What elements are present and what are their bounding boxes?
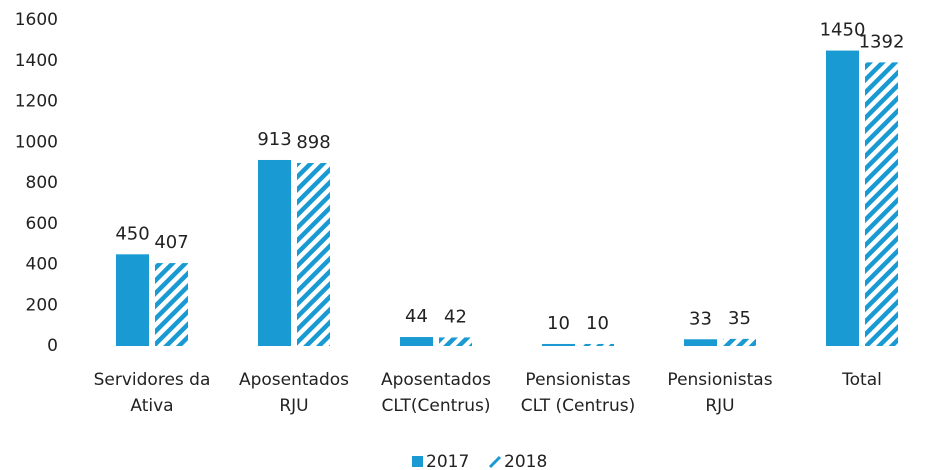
value-label: 407 [154, 232, 188, 253]
x-tick-line: RJU [705, 396, 734, 416]
bar [826, 50, 859, 346]
x-tick-line: CLT (Centrus) [521, 396, 635, 416]
legend-swatch [412, 456, 423, 467]
bar [439, 337, 472, 346]
y-tick-label: 200 [26, 295, 58, 315]
x-tick-line: Pensionistas [525, 370, 630, 390]
value-label: 44 [405, 306, 428, 327]
x-tick-line: RJU [279, 396, 308, 416]
value-label: 10 [547, 313, 570, 334]
y-tick-label: 1400 [15, 51, 58, 71]
x-tick-line: Aposentados [381, 370, 491, 390]
value-label: 10 [586, 313, 609, 334]
x-tick-line: Aposentados [239, 370, 349, 390]
bar [723, 338, 756, 346]
y-tick-label: 1600 [15, 10, 58, 30]
x-tick-label: Servidores da Ativa [94, 370, 211, 416]
x-tick-label: Pensionistas RJU [667, 370, 772, 416]
x-tick-label: Total [841, 370, 882, 390]
bar [116, 254, 149, 346]
bar [155, 263, 188, 346]
x-tick-label: Aposentados RJU [239, 370, 349, 416]
legend-label: 2018 [504, 452, 547, 470]
x-tick-line: Servidores da [94, 370, 211, 390]
bar [297, 163, 330, 346]
y-tick-label: 400 [26, 255, 58, 275]
legend-label: 2017 [426, 452, 469, 470]
bar [684, 339, 717, 346]
value-label: 898 [296, 132, 330, 153]
bar [865, 62, 898, 346]
x-tick-line: CLT(Centrus) [381, 396, 490, 416]
bar [400, 337, 433, 346]
x-tick-line: Total [841, 370, 882, 390]
value-label: 42 [444, 306, 467, 327]
value-label: 450 [115, 223, 149, 244]
y-tick-label: 0 [47, 336, 58, 356]
bar [258, 159, 291, 346]
value-label: 1450 [820, 20, 866, 41]
x-tick-line: Pensionistas [667, 370, 772, 390]
legend-swatch [488, 455, 502, 469]
x-tick-line: Ativa [130, 396, 173, 416]
value-label: 1392 [859, 31, 905, 52]
value-label: 913 [257, 129, 291, 150]
bar [542, 343, 575, 346]
x-tick-label: Aposentados CLT(Centrus) [381, 370, 491, 416]
y-tick-label: 600 [26, 214, 58, 234]
bar [581, 343, 614, 346]
value-label: 33 [689, 308, 712, 329]
value-label: 35 [728, 308, 751, 329]
y-tick-label: 800 [26, 173, 58, 193]
x-tick-label: Pensionistas CLT (Centrus) [521, 370, 635, 416]
y-tick-label: 1200 [15, 92, 58, 112]
y-tick-label: 1000 [15, 132, 58, 152]
